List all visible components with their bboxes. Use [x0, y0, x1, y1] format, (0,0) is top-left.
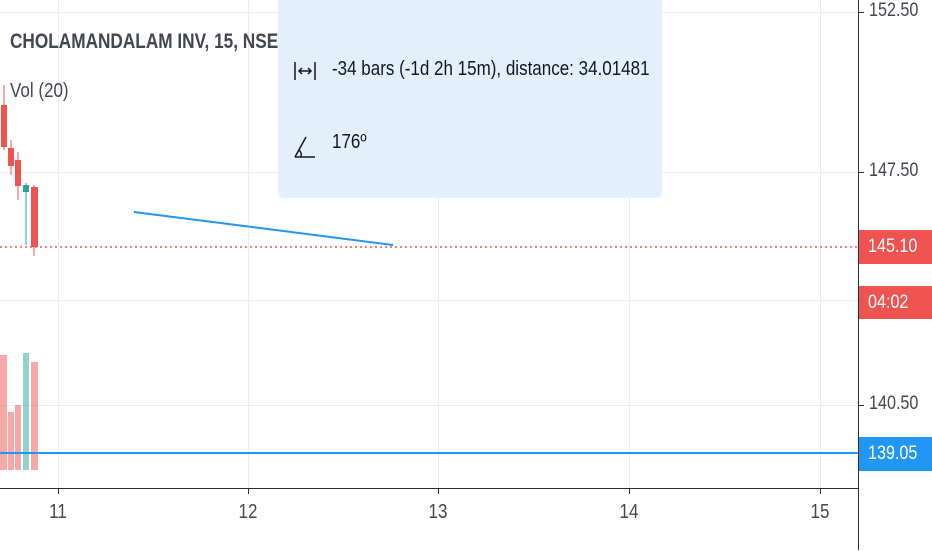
- price-label: 140.50: [869, 393, 919, 414]
- grid-line: [0, 405, 858, 406]
- volume-legend[interactable]: Vol (20): [10, 80, 69, 102]
- volume-bar: [0, 355, 7, 470]
- current-price-badge: 145.10: [859, 230, 932, 264]
- grid-line: [820, 0, 821, 488]
- price-tick: [858, 12, 864, 13]
- time-tick: [438, 488, 439, 494]
- grid-line: [629, 0, 630, 488]
- time-label: 15: [810, 501, 830, 523]
- time-label: 14: [619, 501, 639, 523]
- volume-bar: [23, 353, 29, 470]
- bars-range-icon: [294, 62, 316, 80]
- candle-body: [15, 160, 21, 186]
- grid-line: [58, 0, 59, 488]
- time-label: 12: [238, 501, 258, 523]
- time-label: 13: [428, 501, 448, 523]
- symbol-title[interactable]: CHOLAMANDALAM INV, 15, NSE: [10, 30, 279, 53]
- candles: [1, 85, 38, 256]
- price-label: 147.50: [869, 160, 919, 181]
- price-label: 152.50: [869, 0, 919, 21]
- price-axis[interactable]: 152.50 147.50 140.50 145.10 04:02 139.05: [858, 0, 932, 550]
- chart-drawing: [0, 85, 858, 470]
- time-tick: [248, 488, 249, 494]
- grid-line: [248, 0, 249, 488]
- countdown-badge: 04:02: [859, 285, 932, 319]
- volume-bars: [0, 353, 38, 470]
- candle-body: [8, 148, 14, 166]
- candle-body: [1, 105, 7, 147]
- trend-line: [133, 211, 394, 246]
- arrow-down-icon: [292, 0, 318, 10]
- time-tick: [820, 488, 821, 494]
- candle-body: [31, 187, 38, 247]
- volume-bar: [8, 412, 14, 470]
- time-tick: [58, 488, 59, 494]
- angle-icon: [294, 136, 315, 158]
- grid-line: [0, 300, 858, 301]
- time-label: 11: [49, 501, 67, 523]
- time-tick: [629, 488, 630, 494]
- chart-pane[interactable]: CHOLAMANDALAM INV, 15, NSE Vol (20) -34 …: [0, 0, 858, 488]
- price-tick: [858, 172, 864, 173]
- price-tick: [858, 405, 864, 406]
- candle-body: [23, 185, 29, 192]
- volume-bar: [31, 362, 38, 470]
- angle-text: 176º: [332, 131, 367, 153]
- measure-tooltip: -34 bars (-1d 2h 15m), distance: 34.0148…: [278, 0, 662, 198]
- bars-distance-text: -34 bars (-1d 2h 15m), distance: 34.0148…: [332, 58, 650, 80]
- volume-bar: [15, 405, 21, 470]
- line-price-badge: 139.05: [859, 437, 932, 471]
- grid-line: [438, 0, 439, 488]
- time-axis[interactable]: 11 12 13 14 15: [0, 488, 858, 551]
